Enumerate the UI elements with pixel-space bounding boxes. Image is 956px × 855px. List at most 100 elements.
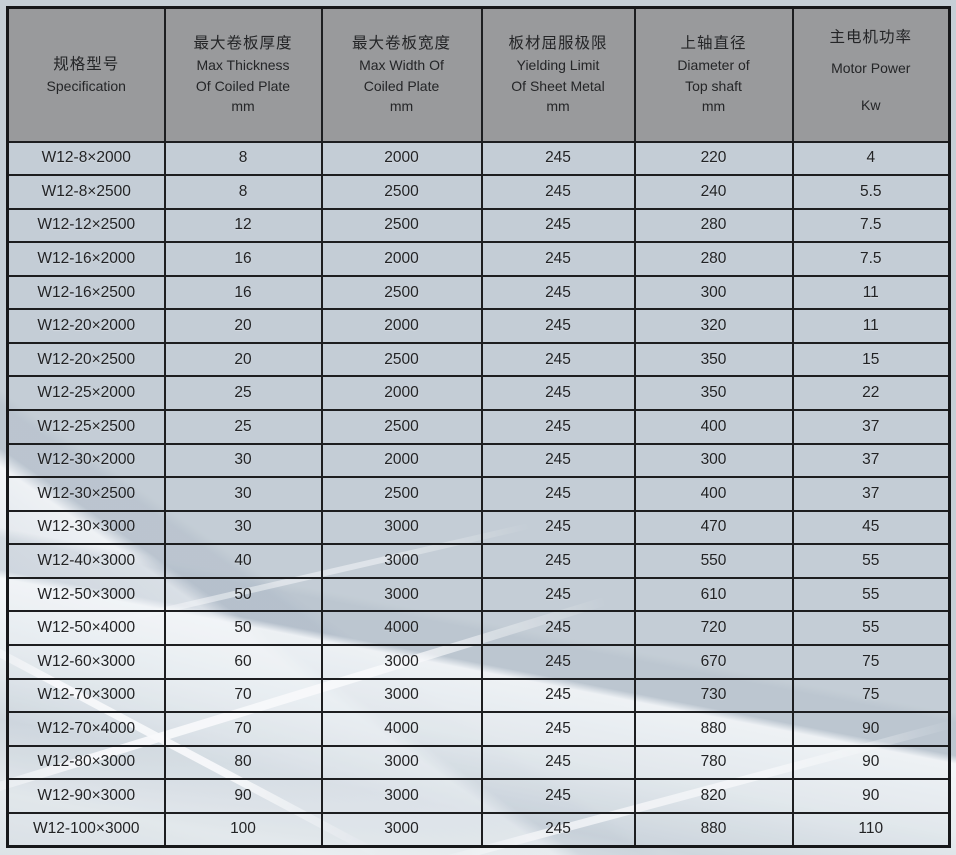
cell-max-thickness: 20 xyxy=(163,341,323,378)
cell-max-thickness: 90 xyxy=(163,778,323,814)
table-row: W12-80×3000 80 3000 245 780 90 xyxy=(6,744,951,781)
cell-motor-power: 7.5 xyxy=(791,207,951,244)
cell-motor-power: 75 xyxy=(791,643,951,680)
cell-max-width: 2500 xyxy=(320,409,483,445)
cell-max-width: 2500 xyxy=(320,476,483,512)
cell-specification: W12-50×3000 xyxy=(6,576,166,613)
header-label-en: Max Thickness Of Coiled Plate mm xyxy=(195,57,291,114)
header-label-zh: 上轴直径 xyxy=(680,35,747,52)
table-row: W12-30×3000 30 3000 245 470 45 xyxy=(6,509,951,546)
cell-max-width: 3000 xyxy=(320,509,483,546)
header-label-zh: 最大卷板厚度 xyxy=(193,35,293,52)
cell-yielding-limit: 245 xyxy=(480,543,636,579)
table-row: W12-100×3000 100 3000 245 880 110 xyxy=(6,811,951,848)
cell-specification: W12-80×3000 xyxy=(6,744,166,781)
cell-top-shaft-diameter: 780 xyxy=(633,744,794,781)
cell-yielding-limit: 245 xyxy=(480,744,636,781)
cell-yielding-limit: 245 xyxy=(480,442,636,479)
cell-yielding-limit: 245 xyxy=(480,241,636,277)
header-row: 规格型号 Specification 最大卷板厚度 Max Thickness … xyxy=(6,6,951,143)
cell-yielding-limit: 245 xyxy=(480,308,636,344)
cell-max-width: 3000 xyxy=(320,543,483,579)
cell-max-thickness: 16 xyxy=(163,241,323,277)
cell-motor-power: 5.5 xyxy=(791,174,951,210)
cell-motor-power: 55 xyxy=(791,543,951,579)
cell-specification: W12-8×2500 xyxy=(6,174,166,210)
cell-top-shaft-diameter: 220 xyxy=(633,140,794,177)
table-row: W12-16×2000 16 2000 245 280 7.5 xyxy=(6,241,951,277)
cell-max-width: 2500 xyxy=(320,274,483,311)
table-row: W12-30×2500 30 2500 245 400 37 xyxy=(6,476,951,512)
cell-max-thickness: 8 xyxy=(163,174,323,210)
cell-top-shaft-diameter: 280 xyxy=(633,241,794,277)
cell-top-shaft-diameter: 820 xyxy=(633,778,794,814)
cell-max-width: 2000 xyxy=(320,375,483,411)
table-row: W12-60×3000 60 3000 245 670 75 xyxy=(6,643,951,680)
cell-max-width: 2500 xyxy=(320,207,483,244)
cell-specification: W12-70×3000 xyxy=(6,677,166,714)
table-row: W12-90×3000 90 3000 245 820 90 xyxy=(6,778,951,814)
cell-max-thickness: 50 xyxy=(163,576,323,613)
cell-specification: W12-30×2500 xyxy=(6,476,166,512)
cell-yielding-limit: 245 xyxy=(480,811,636,848)
cell-top-shaft-diameter: 670 xyxy=(633,643,794,680)
cell-motor-power: 110 xyxy=(791,811,951,848)
table-row: W12-8×2500 8 2500 245 240 5.5 xyxy=(6,174,951,210)
cell-specification: W12-40×3000 xyxy=(6,543,166,579)
cell-max-width: 2000 xyxy=(320,241,483,277)
cell-motor-power: 37 xyxy=(791,476,951,512)
table-row: W12-16×2500 16 2500 245 300 11 xyxy=(6,274,951,311)
column-header-top-shaft-diameter: 上轴直径 Diameter of Top shaft mm xyxy=(633,6,794,143)
cell-top-shaft-diameter: 280 xyxy=(633,207,794,244)
cell-yielding-limit: 245 xyxy=(480,509,636,546)
cell-specification: W12-30×2000 xyxy=(6,442,166,479)
cell-max-width: 2500 xyxy=(320,341,483,378)
header-label-zh: 主电机功率 xyxy=(829,28,912,46)
cell-max-width: 2500 xyxy=(320,174,483,210)
table-row: W12-25×2500 25 2500 245 400 37 xyxy=(6,409,951,445)
cell-motor-power: 11 xyxy=(791,308,951,344)
cell-yielding-limit: 245 xyxy=(480,207,636,244)
cell-motor-power: 15 xyxy=(791,341,951,378)
header-label-en: Motor Power Kw xyxy=(831,59,911,113)
cell-motor-power: 55 xyxy=(791,610,951,646)
cell-max-width: 2000 xyxy=(320,140,483,177)
table-row: W12-40×3000 40 3000 245 550 55 xyxy=(6,543,951,579)
cell-top-shaft-diameter: 720 xyxy=(633,610,794,646)
cell-yielding-limit: 245 xyxy=(480,409,636,445)
cell-max-thickness: 40 xyxy=(163,543,323,579)
cell-yielding-limit: 245 xyxy=(480,610,636,646)
cell-yielding-limit: 245 xyxy=(480,341,636,378)
cell-max-width: 3000 xyxy=(320,744,483,781)
header-label-zh: 规格型号 xyxy=(53,55,120,73)
cell-motor-power: 45 xyxy=(791,509,951,546)
cell-max-thickness: 100 xyxy=(163,811,323,848)
cell-max-thickness: 80 xyxy=(163,744,323,781)
cell-specification: W12-60×3000 xyxy=(6,643,166,680)
cell-max-width: 3000 xyxy=(320,576,483,613)
cell-max-thickness: 30 xyxy=(163,509,323,546)
cell-max-thickness: 8 xyxy=(163,140,323,177)
cell-specification: W12-12×2500 xyxy=(6,207,166,244)
cell-specification: W12-20×2500 xyxy=(6,341,166,378)
cell-top-shaft-diameter: 730 xyxy=(633,677,794,714)
cell-motor-power: 7.5 xyxy=(791,241,951,277)
cell-max-thickness: 50 xyxy=(163,610,323,646)
cell-max-thickness: 70 xyxy=(163,677,323,714)
table-row: W12-50×4000 50 4000 245 720 55 xyxy=(6,610,951,646)
cell-top-shaft-diameter: 880 xyxy=(633,711,794,747)
table-row: W12-20×2000 20 2000 245 320 11 xyxy=(6,308,951,344)
cell-top-shaft-diameter: 550 xyxy=(633,543,794,579)
table-row: W12-70×4000 70 4000 245 880 90 xyxy=(6,711,951,747)
cell-yielding-limit: 245 xyxy=(480,576,636,613)
table-row: W12-25×2000 25 2000 245 350 22 xyxy=(6,375,951,411)
spec-table-header: 规格型号 Specification 最大卷板厚度 Max Thickness … xyxy=(6,6,951,143)
cell-max-thickness: 60 xyxy=(163,643,323,680)
column-header-yielding-limit: 板材屈服极限 Yielding Limit Of Sheet Metal mm xyxy=(480,6,636,143)
cell-motor-power: 37 xyxy=(791,442,951,479)
header-label-en: Max Width Of Coiled Plate mm xyxy=(359,57,444,114)
cell-max-width: 3000 xyxy=(320,643,483,680)
cell-specification: W12-90×3000 xyxy=(6,778,166,814)
cell-yielding-limit: 245 xyxy=(480,643,636,680)
table-row: W12-20×2500 20 2500 245 350 15 xyxy=(6,341,951,378)
